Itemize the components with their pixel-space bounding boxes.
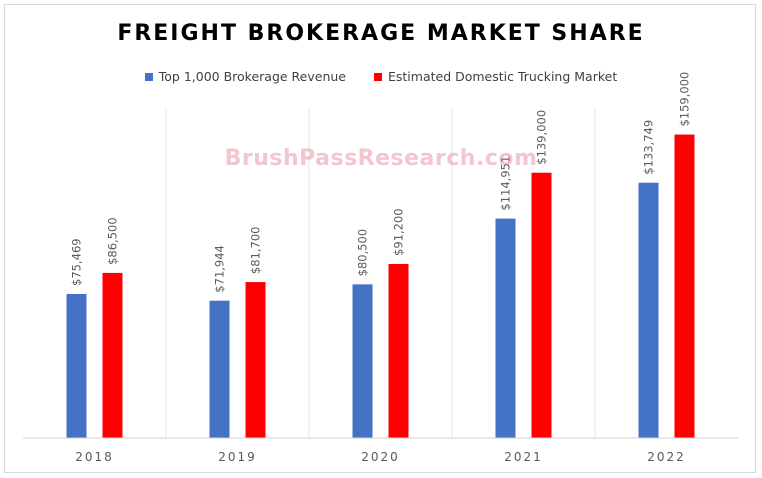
legend-swatch-series-2 <box>373 72 382 81</box>
x-tick-label-2022: 2022 <box>647 450 686 464</box>
bar-series-1-2018 <box>66 293 87 438</box>
bar-series-2-2019 <box>245 282 266 438</box>
bar-series-1-2022 <box>638 182 659 438</box>
bar-series-2-2020 <box>388 263 409 438</box>
x-tick-label-2019: 2019 <box>218 450 257 464</box>
x-tick-label-2018: 2018 <box>75 450 114 464</box>
data-label-series-1-2018: $75,469 <box>70 238 84 286</box>
data-label-series-1-2022: $133,749 <box>642 120 656 175</box>
bar-series-1-2021 <box>495 218 516 438</box>
legend-label-series-2: Estimated Domestic Trucking Market <box>387 69 618 84</box>
bar-series-2-2022 <box>674 134 695 438</box>
legend-swatch-series-1 <box>144 72 153 81</box>
x-tick-label-2020: 2020 <box>361 450 400 464</box>
bar-series-1-2019 <box>209 300 230 438</box>
data-label-series-2-2022: $159,000 <box>678 72 692 127</box>
legend-item-series-1: Top 1,000 Brokerage Revenue <box>144 69 346 84</box>
data-label-series-2-2019: $81,700 <box>249 227 263 275</box>
legend-item-series-2: Estimated Domestic Trucking Market <box>373 69 618 84</box>
chart-frame <box>4 4 756 473</box>
data-label-series-1-2020: $80,500 <box>356 229 370 277</box>
legend-label-series-1: Top 1,000 Brokerage Revenue <box>158 69 346 84</box>
data-label-series-1-2019: $71,944 <box>213 245 227 293</box>
x-tick-label-2021: 2021 <box>504 450 543 464</box>
data-label-series-2-2020: $91,200 <box>392 208 406 256</box>
bar-series-1-2020 <box>352 284 373 438</box>
data-label-series-1-2021: $114,951 <box>499 156 513 211</box>
bar-series-2-2021 <box>531 172 552 439</box>
data-label-series-2-2021: $139,000 <box>535 110 549 165</box>
legend: Top 1,000 Brokerage Revenue Estimated Do… <box>0 69 762 84</box>
chart-title: FREIGHT BROKERAGE MARKET SHARE <box>117 21 645 46</box>
bar-series-2-2018 <box>102 272 123 438</box>
data-label-series-2-2018: $86,500 <box>106 217 120 265</box>
